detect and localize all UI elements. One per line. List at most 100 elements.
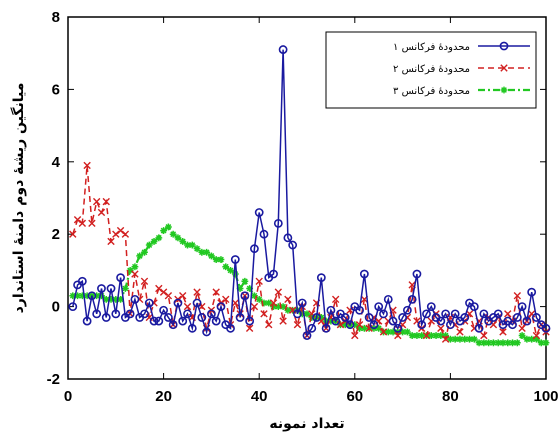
y-tick-label: 2 <box>52 226 60 243</box>
series-1-point <box>278 45 288 54</box>
series-3-point <box>93 292 101 300</box>
series-1-point <box>307 323 317 333</box>
series-3-point <box>136 252 144 260</box>
series-3-point <box>169 230 177 238</box>
series-3-point <box>150 238 158 245</box>
series-3-point <box>251 292 258 300</box>
series-3-point <box>494 339 502 347</box>
series-3-point <box>231 270 239 278</box>
series-3-point <box>504 339 512 347</box>
series-1-point <box>187 323 197 333</box>
series-1-point <box>144 298 154 308</box>
series-1-point <box>441 309 451 319</box>
series-3-point <box>217 256 225 263</box>
legend-label: محدودهٔ فرکانس ۱ <box>393 42 470 53</box>
series-2-point <box>102 197 110 206</box>
series-1-point <box>426 302 436 311</box>
series-3-point <box>174 234 182 242</box>
series-1-point <box>493 309 503 319</box>
x-tick-label: 100 <box>533 388 558 405</box>
series-1-point <box>474 323 484 333</box>
legend-swatch-marker <box>499 41 509 51</box>
series-1-point <box>374 302 384 311</box>
series-3-point <box>513 339 521 347</box>
series-1-point <box>331 316 341 326</box>
series-3-point <box>265 299 273 307</box>
series-1-point <box>101 313 111 322</box>
series-1-point <box>254 208 264 217</box>
series-1-point <box>240 291 250 301</box>
series-2-point <box>513 292 522 300</box>
series-2-point <box>92 197 101 206</box>
series-1-point <box>379 309 388 319</box>
series-1-point <box>202 327 212 337</box>
series-2-point <box>269 299 278 307</box>
series-1-point <box>359 269 369 279</box>
y-axis-title: میانگین ریشهٔ دوم دامنهٔ استاندارد <box>10 83 27 314</box>
series-3-point <box>74 292 81 300</box>
legend-entry-2: محدودهٔ فرکانس ۲ <box>393 64 530 75</box>
series-1-point <box>288 240 298 250</box>
series-2-point <box>78 219 87 228</box>
series-1-point <box>345 320 355 330</box>
series-2-point <box>69 230 77 238</box>
series-1-point <box>159 305 168 315</box>
series-2-point <box>183 302 192 311</box>
series-3-point <box>279 303 287 310</box>
series-3-point <box>317 314 325 321</box>
series-3-point <box>418 332 426 339</box>
series-1-point <box>541 323 551 333</box>
series-3-point <box>69 292 77 300</box>
series-1-point <box>517 302 527 311</box>
series-1-point <box>512 313 522 322</box>
series-2-point <box>274 288 283 296</box>
series-3-point <box>260 299 268 307</box>
series-3-point <box>107 295 115 303</box>
series-2-point <box>131 270 139 278</box>
series-3-point <box>112 295 120 303</box>
series-2-point <box>518 324 526 333</box>
series-3-point <box>284 306 292 314</box>
series-3-point <box>485 339 493 347</box>
series-1-point <box>211 316 221 326</box>
series-3-point <box>470 335 478 343</box>
series-3-point <box>141 248 148 256</box>
series-1-point <box>197 313 207 322</box>
series-1-point <box>173 298 183 308</box>
series-2-point <box>212 288 220 296</box>
series-2-point <box>179 292 187 300</box>
y-tick-label: 4 <box>52 154 61 171</box>
series-1-point <box>97 284 106 293</box>
series-3-point <box>179 238 187 245</box>
series-2-point <box>255 277 263 285</box>
series-2-point <box>456 328 464 336</box>
series-1-point <box>77 276 87 286</box>
series-1-point <box>388 316 398 326</box>
series-3-point <box>98 292 105 300</box>
series-3-point <box>408 332 416 339</box>
series-1-point <box>226 323 235 333</box>
series-3-point <box>198 248 206 256</box>
series-1-point <box>250 244 259 254</box>
series-1-point <box>216 302 226 311</box>
series-3-point <box>509 339 516 347</box>
legend-entry-1: محدودهٔ فرکانس ۱ <box>393 41 530 53</box>
series-3-point <box>356 324 363 332</box>
series-1-point <box>412 269 422 279</box>
series-1-point <box>192 298 202 308</box>
series-1-point <box>364 313 374 322</box>
series-2-point <box>437 324 445 333</box>
series-1-point <box>92 309 102 319</box>
series-3-point <box>327 317 335 325</box>
series-3-point <box>432 332 440 339</box>
series-3-point <box>222 263 230 271</box>
series-1-point <box>154 316 164 326</box>
series-3-point <box>117 295 124 303</box>
series-3-point <box>442 332 450 339</box>
legend-swatch-marker <box>500 64 508 72</box>
series-1-point <box>417 320 427 330</box>
legend: محدودهٔ فرکانس ۱ محدودهٔ فرکانس ۲ محدودهٔ … <box>325 31 537 109</box>
series-2-point <box>97 208 106 217</box>
series-3-point <box>155 234 163 242</box>
